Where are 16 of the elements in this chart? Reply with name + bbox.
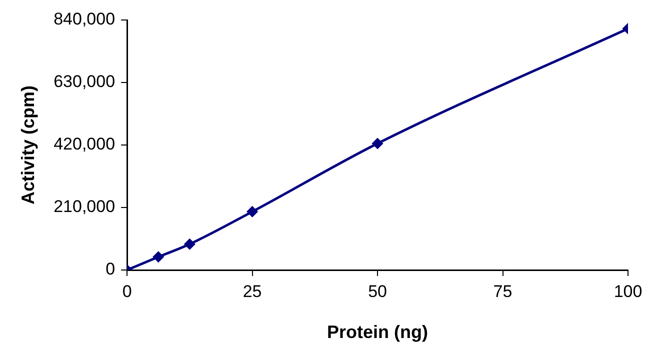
y-tick-label: 420,000: [54, 134, 116, 154]
x-tick-label: 75: [493, 282, 512, 301]
point: [184, 238, 195, 250]
x-axis-title: Protein (ng): [327, 322, 428, 342]
point: [153, 252, 164, 262]
point: [247, 206, 258, 217]
x-tick-label: 25: [242, 282, 262, 301]
x-tick-label: 0: [122, 282, 132, 301]
y-tick-label: 840,000: [54, 10, 116, 29]
y-tick-label: 630,000: [54, 72, 116, 92]
y-axis-title: Activity (cpm): [18, 85, 38, 205]
x-tick-label: 50: [368, 282, 387, 301]
x-tick-label: 100: [614, 282, 642, 301]
y-tick-label: 210,000: [54, 197, 116, 216]
point: [372, 138, 383, 149]
y-tick-label: 0: [106, 260, 116, 279]
